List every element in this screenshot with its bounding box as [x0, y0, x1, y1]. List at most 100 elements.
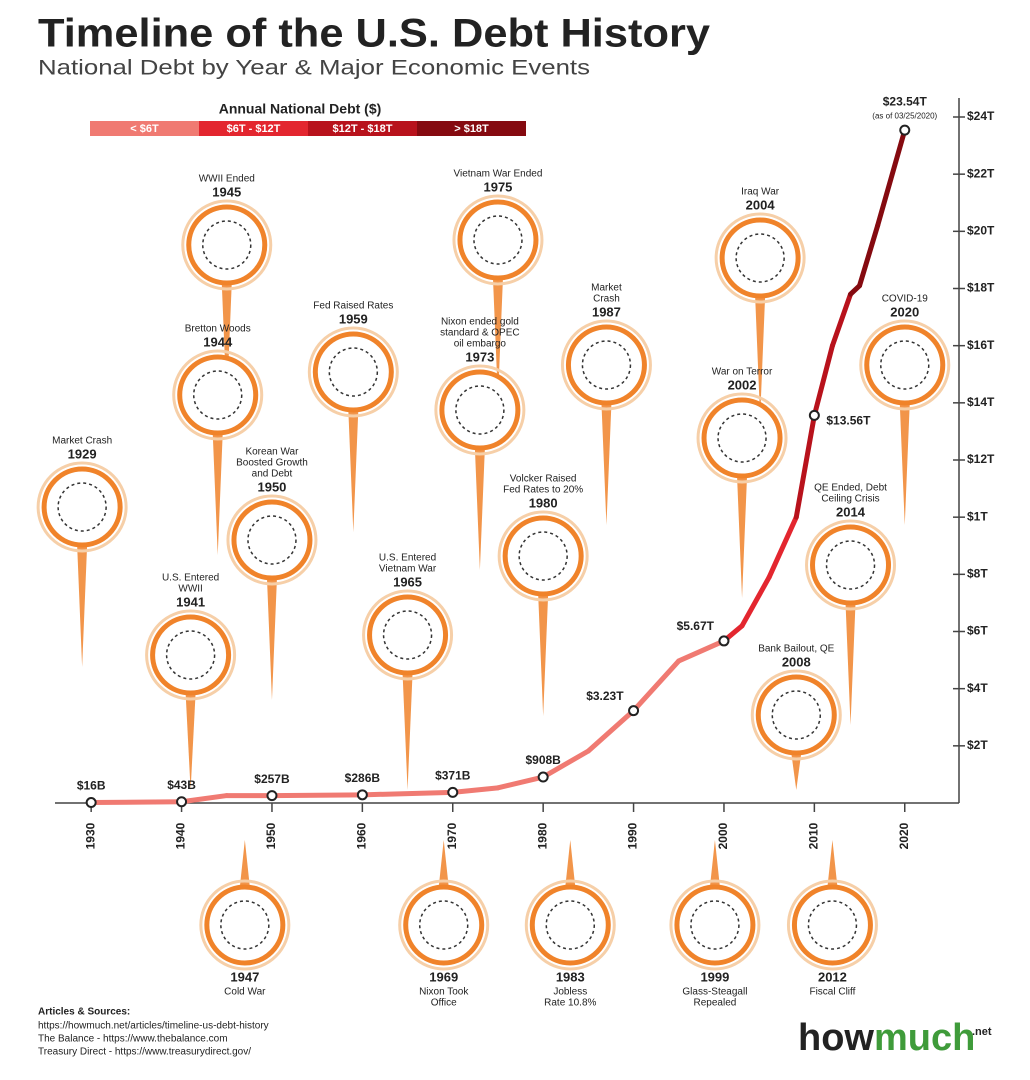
event-icon: [328, 347, 379, 397]
line-segment: [269, 792, 365, 799]
x-tick-label: 2000: [716, 822, 730, 849]
event-pin: [565, 840, 576, 887]
event-label: Cold War: [224, 987, 266, 998]
y-tick-label: $16T: [967, 338, 995, 352]
line-segment: [793, 412, 817, 520]
event-year: 1950: [257, 479, 286, 494]
event-pin: [755, 296, 766, 418]
event-year: 1969: [429, 969, 458, 984]
event-pin: [438, 840, 449, 887]
legend-label: $6T - $12T: [227, 123, 281, 135]
event-halo: [398, 879, 490, 971]
y-tick-label: $1T: [967, 509, 988, 523]
event-circle: [719, 217, 801, 299]
data-point: [537, 771, 549, 783]
event-label: U.S. Entered: [162, 573, 219, 584]
value-label: $5.67T: [677, 619, 715, 633]
event-pin: [212, 433, 223, 555]
event-label: Jobless: [553, 987, 587, 998]
line-segment: [495, 774, 546, 791]
event-circle: [502, 515, 584, 597]
data-point: [266, 790, 278, 802]
brand-how: how: [798, 1017, 874, 1059]
event-halo: [750, 669, 842, 761]
event-year: 2020: [890, 304, 919, 319]
event-pin: [266, 578, 277, 700]
chart-title: Timeline of the U.S. Debt History: [38, 12, 711, 56]
y-tick-label: $24T: [967, 109, 995, 123]
line-segment: [739, 574, 772, 629]
y-tick-label: $4T: [967, 681, 988, 695]
x-tick-label: 1990: [626, 822, 640, 849]
line-segment: [829, 291, 854, 349]
event-halo: [307, 326, 399, 418]
event-pin: [402, 673, 413, 790]
event-pin: [845, 603, 856, 725]
source-line: The Balance - https://www.thebalance.com: [38, 1034, 228, 1045]
legend-label: > $18T: [454, 123, 489, 135]
event-label: Vietnam War: [379, 564, 437, 575]
event-halo: [524, 879, 616, 971]
event-circle: [791, 884, 873, 966]
event-pin: [77, 545, 88, 667]
value-label: $13.56T: [826, 414, 871, 428]
event-icon: [202, 220, 252, 270]
event-icon: [57, 482, 107, 532]
event-circle: [41, 466, 123, 548]
event-year: 1944: [203, 334, 233, 349]
event-pin: [185, 693, 196, 790]
data-point: [628, 705, 640, 717]
y-tick-label: $20T: [967, 224, 995, 238]
event-icon: [807, 900, 858, 950]
data-point: [176, 796, 188, 808]
x-tick-label: 1980: [535, 822, 549, 849]
data-point: [718, 635, 730, 647]
event-pin: [601, 403, 612, 525]
brand-logo: howmuch: [798, 1017, 975, 1059]
event-year: 1973: [465, 349, 494, 364]
event-icon: [690, 900, 740, 950]
event-pin: [737, 476, 748, 598]
event-halo: [434, 364, 526, 456]
y-tick-label: $12T: [967, 452, 995, 466]
event-halo: [786, 879, 878, 971]
chart-subtitle: National Debt by Year & Major Economic E…: [38, 57, 590, 80]
value-label: $23.54T: [883, 94, 928, 108]
event-label: Fed Rates to 20%: [503, 485, 583, 496]
event-label: War on Terror: [712, 367, 773, 378]
event-label: Korean War: [245, 447, 299, 458]
legend: < $6T $6T - $12T $12T - $18T > $18T: [90, 121, 526, 136]
y-tick-label: $2T: [967, 738, 988, 752]
event-label: Nixon ended gold: [441, 317, 519, 328]
x-tick-label: 2010: [807, 822, 821, 849]
event-label: WWII: [178, 584, 202, 595]
event-icon: [735, 233, 785, 283]
line-segment: [585, 708, 637, 754]
event-icon: [192, 370, 243, 420]
event-halo: [226, 494, 318, 586]
event-circle: [177, 354, 259, 436]
event-circle: [204, 884, 286, 966]
y-tick-label: $18T: [967, 281, 995, 295]
event-label: Ceiling Crisis: [821, 494, 879, 505]
event-year: 1965: [393, 574, 422, 589]
event-icon: [825, 540, 876, 590]
legend-swatch: [90, 121, 199, 136]
event-pin: [899, 403, 910, 525]
event-circle: [565, 324, 647, 406]
event-icon: [455, 385, 505, 435]
event-label: Volcker Raised: [510, 474, 577, 485]
event-circle: [186, 204, 268, 286]
event-icon: [165, 630, 216, 680]
event-year: 1987: [592, 304, 621, 319]
event-label: Nixon Took: [419, 987, 469, 998]
event-halo: [145, 609, 237, 701]
x-tick-label: 1960: [355, 822, 369, 849]
x-tick-label: 1930: [83, 822, 97, 849]
data-point: [447, 786, 459, 798]
event-label: Office: [431, 998, 457, 1009]
event-circle: [312, 331, 394, 413]
event-icon: [220, 900, 270, 950]
event-label: Market: [591, 283, 622, 294]
annotation: (as of 03/25/2020): [872, 111, 937, 120]
